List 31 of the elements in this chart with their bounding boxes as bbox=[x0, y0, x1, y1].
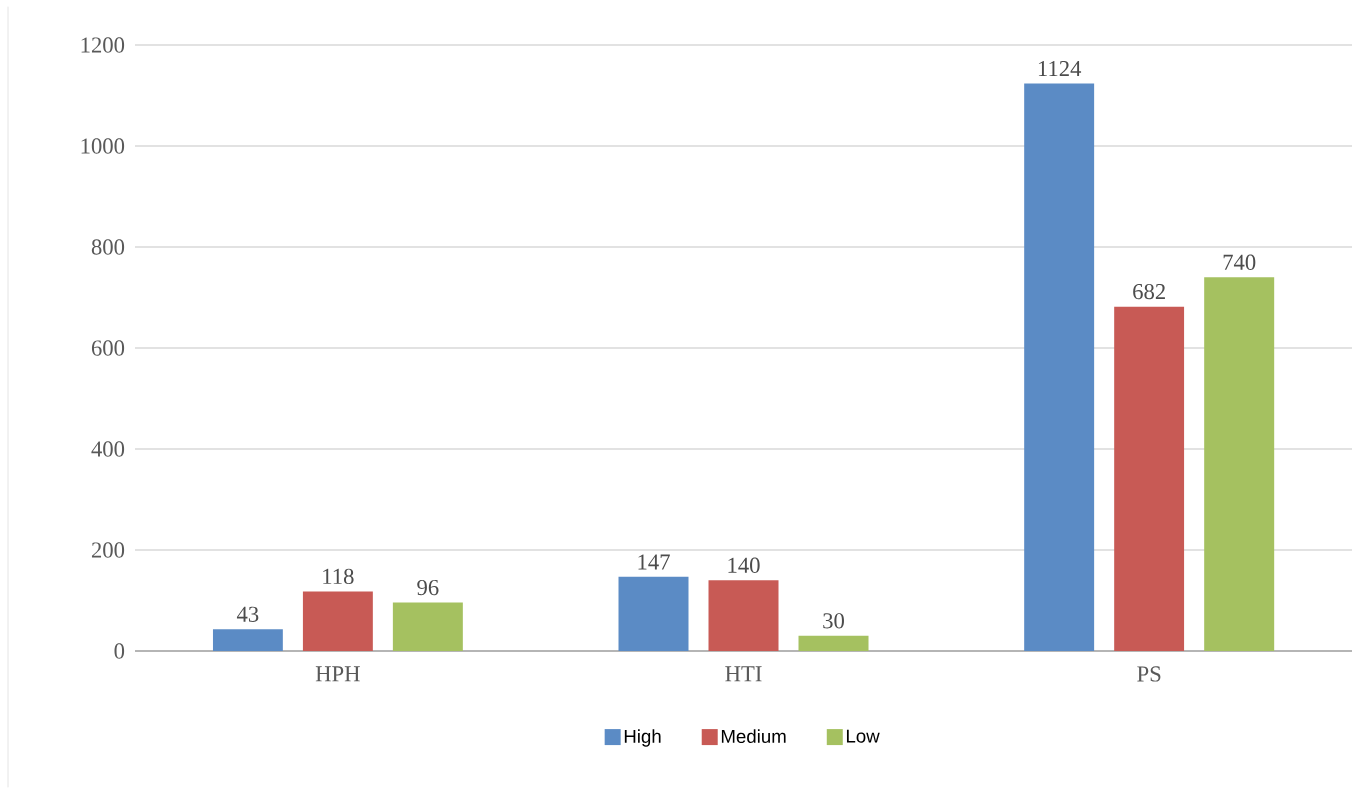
x-tick-label: PS bbox=[1137, 666, 1161, 682]
y-tick-label: 0 bbox=[114, 643, 125, 659]
data-label: 682 bbox=[1133, 283, 1165, 300]
y-tick-label: 200 bbox=[91, 542, 125, 558]
bar bbox=[618, 576, 689, 651]
y-tick-label: 400 bbox=[91, 441, 125, 457]
data-label: 43 bbox=[236, 606, 259, 622]
data-label: 740 bbox=[1223, 254, 1256, 270]
bar bbox=[212, 629, 283, 651]
bar bbox=[1024, 83, 1095, 651]
bar bbox=[392, 602, 463, 651]
y-tick-label: 800 bbox=[91, 239, 125, 255]
bar bbox=[1204, 277, 1275, 651]
y-tick-label: 1000 bbox=[81, 138, 125, 154]
x-tick-label: HPH bbox=[315, 666, 360, 682]
data-label: 140 bbox=[728, 557, 760, 573]
bar bbox=[798, 635, 869, 651]
legend-label: High bbox=[624, 729, 661, 747]
data-label: 147 bbox=[638, 554, 670, 570]
data-label: 118 bbox=[323, 568, 354, 585]
bar bbox=[1114, 306, 1185, 651]
y-tick-label: 1200 bbox=[81, 37, 125, 53]
x-tick-label: HTI bbox=[725, 666, 762, 682]
data-label: 1124 bbox=[1038, 60, 1082, 76]
y-tick-label: 600 bbox=[91, 340, 125, 356]
legend-label: Medium bbox=[721, 729, 786, 744]
data-label: 30 bbox=[823, 613, 844, 629]
legend-label: Low bbox=[846, 729, 880, 743]
data-label: 96 bbox=[417, 579, 439, 596]
bar bbox=[302, 591, 373, 651]
bar bbox=[708, 580, 779, 651]
